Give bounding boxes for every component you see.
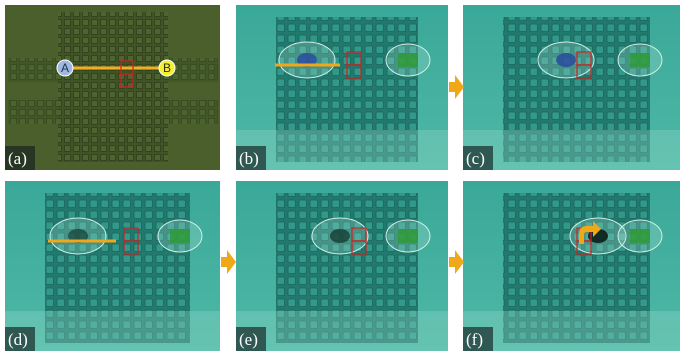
figure: A B (a) (b) (c) (d) (e) (f) — [0, 0, 686, 356]
panel-label: (f) — [466, 330, 483, 349]
arrow — [449, 250, 464, 274]
arrow — [221, 250, 236, 274]
glare — [236, 311, 448, 351]
green-drop — [398, 53, 418, 67]
green-drop — [630, 229, 650, 243]
panel-label: (c) — [466, 149, 485, 168]
panel-label: (b) — [239, 149, 259, 168]
panel — [5, 181, 220, 351]
panel — [463, 181, 680, 351]
marker-b: B — [163, 61, 171, 75]
panel — [463, 5, 680, 170]
green-drop — [630, 53, 650, 67]
glare — [463, 311, 680, 351]
glare — [5, 311, 220, 351]
glare — [463, 130, 680, 170]
panel-label: (d) — [8, 330, 28, 349]
panel — [236, 5, 448, 170]
glare — [236, 130, 448, 170]
arrow — [449, 75, 464, 99]
panel — [236, 181, 448, 351]
green-drop — [170, 229, 190, 243]
marker-a: A — [61, 61, 69, 75]
panel-a — [5, 5, 220, 170]
droplet-core — [556, 53, 576, 67]
green-drop — [398, 229, 418, 243]
panel-label: (a) — [8, 149, 27, 168]
panel-label: (e) — [239, 330, 258, 349]
droplet-core — [330, 229, 350, 243]
